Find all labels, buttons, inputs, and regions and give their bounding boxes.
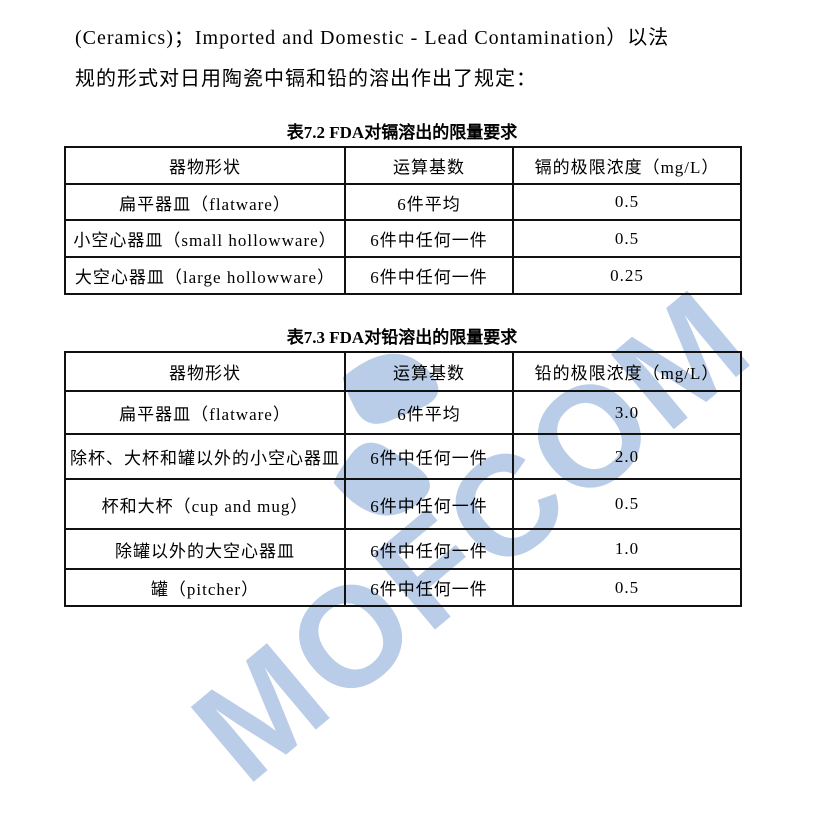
table-7-3-caption: 表7.3 FDA对铅溶出的限量要求 [286, 328, 518, 347]
cell-limit: 2.0 [512, 433, 742, 480]
table-header-row: 器物形状 运算基数 铅的极限浓度（mg/L） [64, 351, 742, 392]
table-7-2-caption: 表7.2 FDA对镉溶出的限量要求 [286, 123, 518, 142]
table-row: 小空心器皿（small hollowware） 6件中任何一件 0.5 [64, 219, 742, 258]
table-7-3-lead-limits: 器物形状 运算基数 铅的极限浓度（mg/L） 扁平器皿（flatware） 6件… [64, 351, 742, 607]
intro-paragraph: (Ceramics)；Imported and Domestic - Lead … [75, 18, 765, 100]
intro-paragraph-line-1: (Ceramics)；Imported and Domestic - Lead … [75, 27, 670, 49]
header-cell-limit: 镉的极限浓度（mg/L） [512, 146, 742, 185]
header-cell-limit: 铅的极限浓度（mg/L） [512, 351, 742, 392]
header-cell-base: 运算基数 [344, 351, 514, 392]
cell-shape: 除罐以外的大空心器皿 [64, 528, 346, 570]
cell-base: 6件平均 [344, 390, 514, 435]
cell-shape: 杯和大杯（cup and mug） [64, 478, 346, 530]
cell-shape: 大空心器皿（large hollowware） [64, 256, 346, 295]
cell-shape: 除杯、大杯和罐以外的小空心器皿 [64, 433, 346, 480]
cell-limit: 0.5 [512, 568, 742, 607]
table-row: 扁平器皿（flatware） 6件平均 0.5 [64, 183, 742, 221]
cell-limit: 0.25 [512, 256, 742, 295]
cell-base: 6件中任何一件 [344, 219, 514, 258]
cell-shape: 扁平器皿（flatware） [64, 183, 346, 221]
header-cell-shape: 器物形状 [64, 351, 346, 392]
cell-limit: 0.5 [512, 183, 742, 221]
cell-base: 6件中任何一件 [344, 478, 514, 530]
cell-limit: 0.5 [512, 478, 742, 530]
table-row: 大空心器皿（large hollowware） 6件中任何一件 0.25 [64, 256, 742, 295]
cell-shape: 罐（pitcher） [64, 568, 346, 607]
table-row: 除罐以外的大空心器皿 6件中任何一件 1.0 [64, 528, 742, 570]
cell-base: 6件中任何一件 [344, 528, 514, 570]
cell-limit: 0.5 [512, 219, 742, 258]
document-page: (Ceramics)；Imported and Domestic - Lead … [64, 18, 765, 607]
header-cell-shape: 器物形状 [64, 146, 346, 185]
cell-base: 6件平均 [344, 183, 514, 221]
cell-shape: 小空心器皿（small hollowware） [64, 219, 346, 258]
table-row: 扁平器皿（flatware） 6件平均 3.0 [64, 390, 742, 435]
table-row: 杯和大杯（cup and mug） 6件中任何一件 0.5 [64, 478, 742, 530]
intro-paragraph-line-2: 规的形式对日用陶瓷中镉和铅的溶出作出了规定： [75, 68, 537, 90]
cell-base: 6件中任何一件 [344, 433, 514, 480]
header-cell-base: 运算基数 [344, 146, 514, 185]
table-row: 罐（pitcher） 6件中任何一件 0.5 [64, 568, 742, 607]
cell-base: 6件中任何一件 [344, 256, 514, 295]
table-header-row: 器物形状 运算基数 镉的极限浓度（mg/L） [64, 146, 742, 185]
cell-limit: 3.0 [512, 390, 742, 435]
cell-base: 6件中任何一件 [344, 568, 514, 607]
table-row: 除杯、大杯和罐以外的小空心器皿 6件中任何一件 2.0 [64, 433, 742, 480]
cell-limit: 1.0 [512, 528, 742, 570]
cell-shape: 扁平器皿（flatware） [64, 390, 346, 435]
table-7-2-cadmium-limits: 器物形状 运算基数 镉的极限浓度（mg/L） 扁平器皿（flatware） 6件… [64, 146, 742, 295]
